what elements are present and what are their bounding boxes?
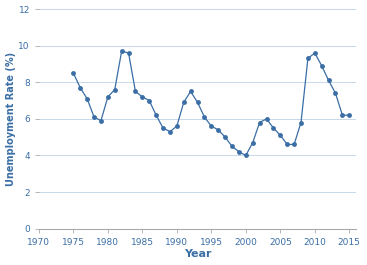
Y-axis label: Unemployment Rate (%): Unemployment Rate (%) xyxy=(6,52,15,186)
X-axis label: Year: Year xyxy=(184,249,211,259)
